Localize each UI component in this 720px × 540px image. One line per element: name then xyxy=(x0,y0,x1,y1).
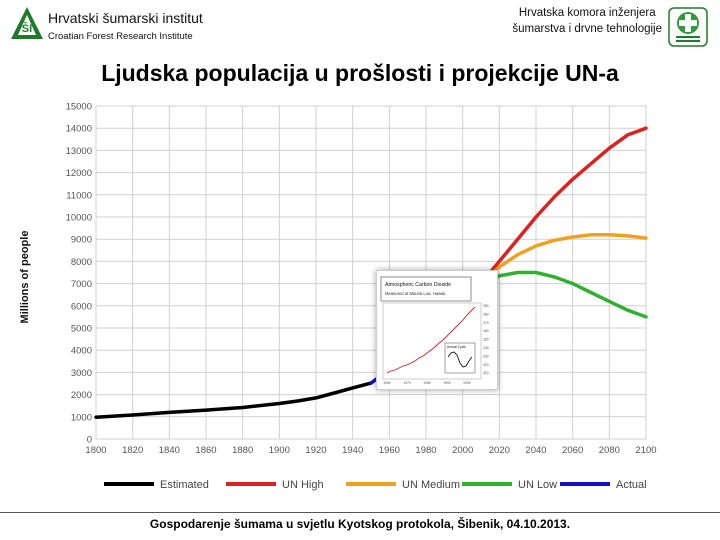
series-line-un-low xyxy=(488,270,648,319)
x-tick-label: 1960 xyxy=(379,445,400,456)
x-tick-label: 1980 xyxy=(415,445,436,456)
inset-y-tick-label: 370 xyxy=(483,321,489,325)
y-tick-labels: 0 1000 2000 3000 4000 5000 6000 7000 8000 9000 100… xyxy=(66,102,92,446)
y-tick-label: 1000 xyxy=(71,412,92,423)
chamber-logo-icon xyxy=(668,7,708,47)
slide-title: Ljudska populacija u prošlosti i projekc… xyxy=(101,60,619,86)
x-tick-label: 1840 xyxy=(159,445,180,456)
y-tick-label: 2000 xyxy=(71,390,92,401)
institute-name: Hrvatski šumarski institut xyxy=(48,10,203,26)
institute-logo-icon: ŠI xyxy=(11,7,43,39)
inset-co2-curve xyxy=(386,306,476,374)
inset-x-tick-label: 1980 xyxy=(423,381,431,385)
series-line-actual xyxy=(369,377,379,385)
x-tick-label: 2000 xyxy=(452,445,473,456)
y-tick-label: 13000 xyxy=(66,146,92,157)
x-tick-label: 2060 xyxy=(562,445,583,456)
chamber-name: Hrvatska komora inženjera šumarstva i dr… xyxy=(512,5,662,37)
x-tick-label: 1860 xyxy=(195,445,216,456)
y-tick-label: 10000 xyxy=(66,213,92,224)
x-tick-label: 1940 xyxy=(342,445,363,456)
inset-seasonal-label: Annual Cycle xyxy=(447,345,466,349)
y-tick-label: 11000 xyxy=(66,190,92,201)
svg-text:ŠI: ŠI xyxy=(22,22,32,35)
series-line-un-high xyxy=(488,126,648,275)
chart-series xyxy=(94,126,648,419)
inset-y-tick-label: 390 xyxy=(483,304,489,308)
inset-y-tick-label: 380 xyxy=(483,312,489,316)
inset-x-tick-label: 2000 xyxy=(463,381,471,385)
y-tick-label: 15000 xyxy=(66,102,92,113)
inset-y-tick-label: 330 xyxy=(483,354,489,358)
x-tick-label: 2040 xyxy=(525,445,546,456)
x-tick-label: 1820 xyxy=(122,445,143,456)
footer-text: Gospodarenje šumama u svjetlu Kyotskog p… xyxy=(149,517,571,531)
co2-inset-svg: Atmospheric Carbon Dioxide Measured at M… xyxy=(380,276,489,385)
legend-label: Estimated xyxy=(160,479,209,491)
plot-area xyxy=(95,105,647,440)
legend-label: UN Low xyxy=(518,479,557,491)
inset-seasonal-curve xyxy=(447,351,473,368)
y-tick-label: 4000 xyxy=(71,346,92,357)
y-tick-label: 12000 xyxy=(66,168,92,179)
chart-legend: Estimated UN High UN Medium UN Low Actual xyxy=(104,479,647,491)
inset-subtitle: Measured at Mauna Loa, Hawaii xyxy=(385,291,445,296)
population-chart: 0 1000 2000 3000 4000 5000 6000 7000 8000 9000 100… xyxy=(19,102,657,492)
inset-plot-frame xyxy=(382,302,482,380)
x-tick-label: 1900 xyxy=(269,445,290,456)
legend-label: Actual xyxy=(616,479,647,491)
inset-x-tick-label: 1970 xyxy=(403,381,411,385)
legend-label: UN High xyxy=(282,479,324,491)
chart-grid xyxy=(95,105,647,440)
y-axis-label: Millions of people xyxy=(19,231,31,324)
inset-y-tick-label: 350 xyxy=(483,338,489,342)
y-tick-label: 9000 xyxy=(71,235,92,246)
co2-inset-chart: Atmospheric Carbon Dioxide Measured at M… xyxy=(376,270,498,390)
x-tick-label: 2100 xyxy=(635,445,656,456)
y-tick-label: 7000 xyxy=(71,279,92,290)
x-tick-label: 2080 xyxy=(599,445,620,456)
inset-title-box xyxy=(380,276,472,302)
inset-title: Atmospheric Carbon Dioxide xyxy=(385,282,451,288)
series-line-un-medium xyxy=(488,233,648,277)
footer-divider xyxy=(0,512,720,513)
y-tick-label: 14000 xyxy=(66,124,92,135)
y-tick-label: 6000 xyxy=(71,301,92,312)
chamber-line-1: Hrvatska komora inženjera xyxy=(518,7,656,19)
inset-x-tick-label: 1960 xyxy=(383,381,391,385)
inset-y-tick-label: 360 xyxy=(483,329,489,333)
inset-x-tick-label: 1990 xyxy=(443,381,451,385)
y-tick-label: 3000 xyxy=(71,368,92,379)
x-tick-label: 2020 xyxy=(489,445,510,456)
y-tick-label: 0 xyxy=(87,435,92,446)
y-tick-label: 8000 xyxy=(71,257,92,268)
x-tick-label: 1880 xyxy=(232,445,253,456)
x-tick-labels: 1800 1820 1840 1860 1880 1900 1920 1940 1960 1980… xyxy=(85,445,656,456)
y-tick-label: 5000 xyxy=(71,324,92,335)
inset-seasonal-box xyxy=(444,342,476,374)
inset-y-tick-label: 320 xyxy=(483,363,489,367)
legend-label: UN Medium xyxy=(402,479,460,491)
inset-y-tick-label: 310 xyxy=(483,371,489,375)
institute-subtitle: Croatian Forest Research Institute xyxy=(48,31,193,42)
x-tick-label: 1920 xyxy=(305,445,326,456)
x-tick-label: 1800 xyxy=(85,445,106,456)
series-line-estimated xyxy=(94,381,373,419)
inset-y-ticks: 390 380 370 360 350 340 330 320 310 xyxy=(483,304,489,375)
inset-y-tick-label: 340 xyxy=(483,346,489,350)
inset-x-ticks: 1960 1970 1980 1990 2000 xyxy=(383,381,471,385)
chamber-line-2: šumarstva i drvne tehnologije xyxy=(512,23,662,35)
